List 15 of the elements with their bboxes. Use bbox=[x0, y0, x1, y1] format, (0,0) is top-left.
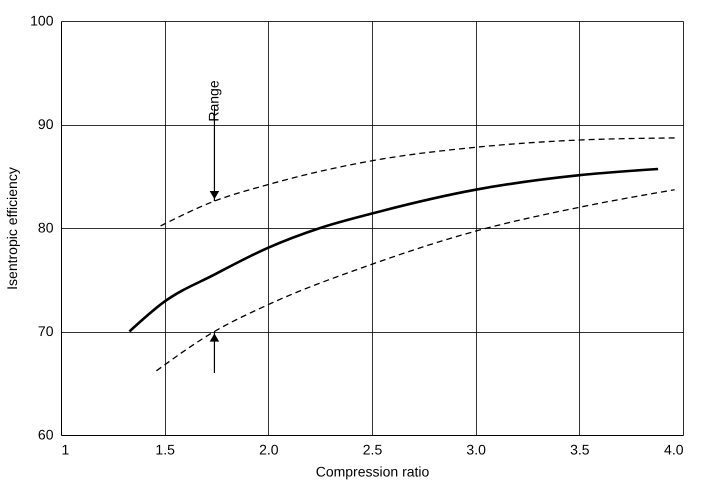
y-tick-label: 80 bbox=[38, 220, 54, 236]
y-tick-label: 90 bbox=[38, 116, 54, 132]
x-tick-label: 2.5 bbox=[362, 442, 382, 458]
y-axis-title: Isentropic efficiency bbox=[4, 167, 20, 290]
x-tick-label: 3.5 bbox=[570, 442, 590, 458]
x-tick-label: 2.0 bbox=[259, 442, 279, 458]
y-tick-label: 60 bbox=[38, 426, 54, 442]
x-tick-label: 3.0 bbox=[466, 442, 486, 458]
x-tick-label: 4.0 bbox=[664, 442, 684, 458]
y-tick-label: 100 bbox=[30, 12, 54, 28]
annotation: Range bbox=[205, 80, 222, 122]
y-tick-label: 70 bbox=[38, 323, 54, 339]
x-tick-label: 1.5 bbox=[155, 442, 176, 458]
x-axis-title: Compression ratio bbox=[316, 464, 430, 480]
x-tick-label: 1 bbox=[62, 442, 70, 458]
